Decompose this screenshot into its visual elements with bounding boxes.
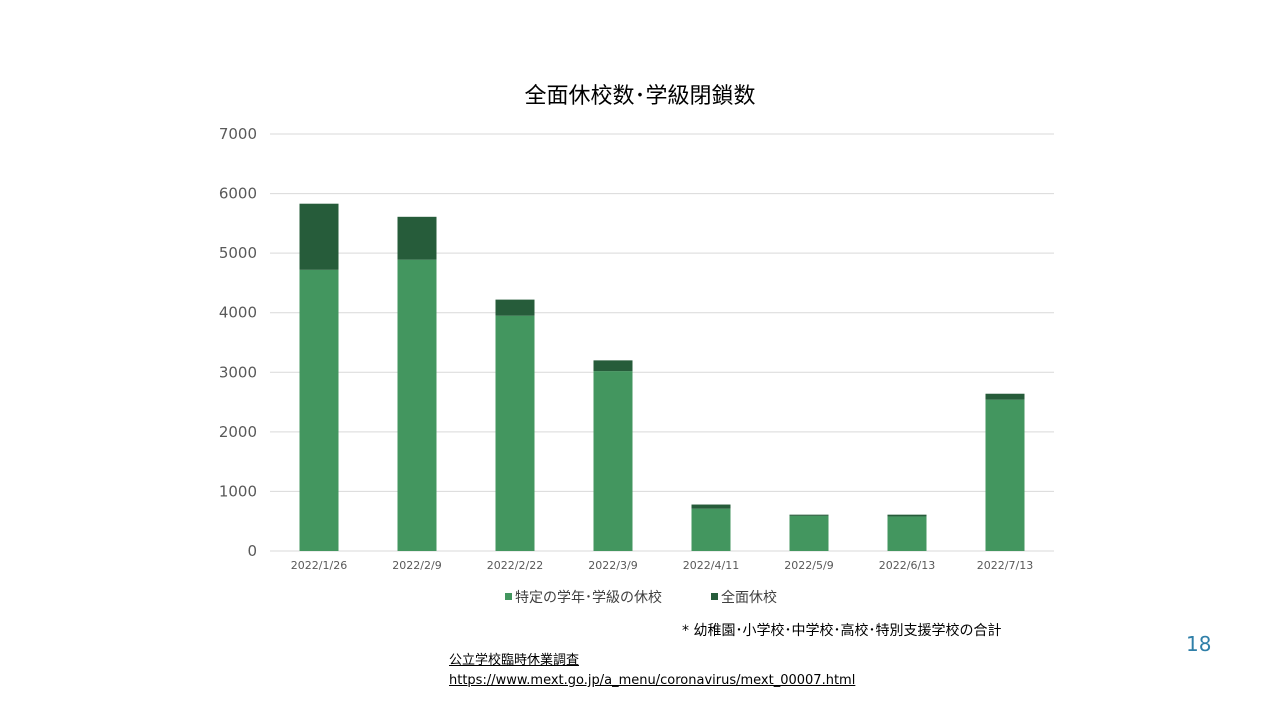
x-tick-label: 2022/2/22 [487,559,543,572]
source-block: 公立学校臨時休業調査 https://www.mext.go.jp/a_menu… [449,651,855,691]
x-tick-label: 2022/1/26 [291,559,347,572]
y-tick-label: 4000 [219,304,257,322]
y-tick-label: 1000 [219,482,257,500]
bars [299,203,1025,551]
bar-segment-series-1-3 [495,315,535,551]
gridlines [270,133,1054,552]
y-tick-label: 7000 [219,125,257,143]
x-tick-label: 2022/5/9 [784,559,833,572]
legend-swatch-1 [505,593,512,600]
y-axis-ticks: 0 1000 2000 3000 4000 5000 6000 7000 [219,125,257,560]
bar-segment-series-1-7 [887,516,927,551]
bar-segment-series-2-1 [299,203,339,270]
bar-segment-series-2-3 [495,299,535,316]
x-tick-label: 2022/4/11 [683,559,739,572]
bar-segment-series-1-4 [593,371,633,551]
bar-segment-series-2-2 [397,216,437,260]
bar-segment-series-2-5 [691,504,731,509]
x-tick-label: 2022/2/9 [392,559,441,572]
source-url-link[interactable]: https://www.mext.go.jp/a_menu/coronaviru… [449,673,856,688]
legend-label-1: 特定の学年･学級の休校 [515,589,662,606]
chart-title: 全面休校数･学級閉鎖数 [524,84,755,109]
y-tick-label: 2000 [219,423,257,441]
legend-label-2: 全面休校 [721,589,777,606]
bar-segment-series-1-5 [691,508,731,551]
y-tick-label: 5000 [219,244,257,262]
source-title-link[interactable]: 公立学校臨時休業調査 [449,653,580,668]
y-tick-label: 0 [247,542,257,560]
x-tick-label: 2022/6/13 [879,559,935,572]
bar-segment-series-1-1 [299,269,339,551]
bar-segment-series-2-6 [789,514,829,516]
bar-segment-series-2-8 [985,393,1025,400]
bar-segment-series-1-6 [789,515,829,551]
legend-swatch-2 [711,593,718,600]
legend: 特定の学年･学級の休校 全面休校 [505,589,777,606]
bar-segment-series-2-7 [887,514,927,517]
x-tick-label: 2022/3/9 [588,559,637,572]
bar-segment-series-1-8 [985,399,1025,551]
y-tick-label: 3000 [219,363,257,381]
bar-segment-series-2-4 [593,360,633,372]
page-number: 18 [1186,632,1212,656]
y-tick-label: 6000 [219,185,257,203]
x-axis-ticks: 2022/1/26 2022/2/9 2022/2/22 2022/3/9 2022/4… [291,559,1033,572]
footnote: * 幼稚園･小学校･中学校･高校･特別支援学校の合計 [682,623,1002,639]
bar-segment-series-1-2 [397,259,437,551]
x-tick-label: 2022/7/13 [977,559,1033,572]
